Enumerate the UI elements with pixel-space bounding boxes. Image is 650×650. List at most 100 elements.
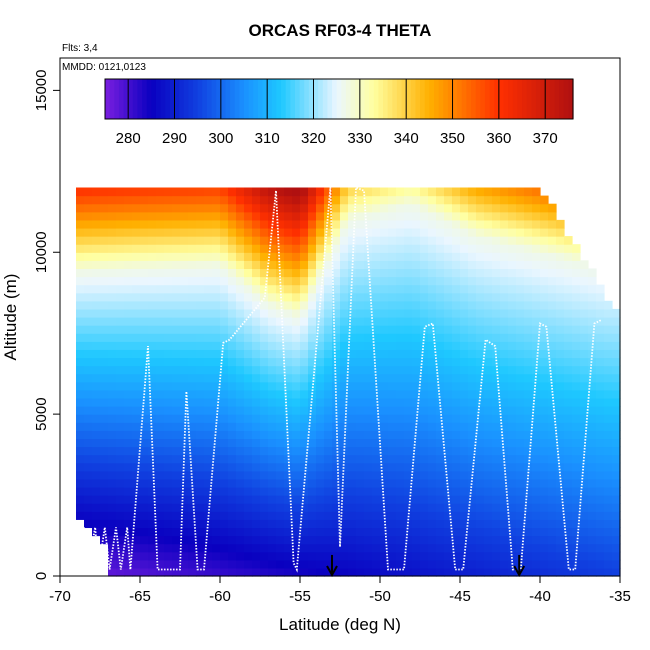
heatmap-cell (244, 341, 253, 350)
heatmap-cell (548, 495, 557, 504)
heatmap-cell (172, 203, 181, 213)
heatmap-cell (156, 308, 165, 318)
heatmap-cell (436, 486, 445, 496)
heatmap-cell (92, 341, 101, 350)
heatmap-cell (300, 397, 309, 407)
heatmap-cell (396, 503, 405, 512)
heatmap-cell (276, 430, 285, 439)
colorbar-swatch (271, 79, 278, 119)
heatmap-cell (220, 503, 229, 512)
heatmap-cell (316, 333, 325, 342)
heatmap-cell (396, 381, 405, 391)
heatmap-cell (116, 292, 125, 302)
heatmap-cell (492, 381, 501, 391)
heatmap-cell (196, 462, 205, 472)
heatmap-cell (300, 187, 309, 197)
heatmap-cell (140, 349, 149, 359)
heatmap-cell (340, 406, 349, 415)
heatmap-cell (604, 430, 613, 439)
heatmap-cell (356, 397, 365, 407)
heatmap-cell (156, 276, 165, 286)
heatmap-cell (100, 252, 109, 261)
heatmap-cell (204, 292, 213, 302)
heatmap-cell (332, 543, 341, 553)
heatmap-cell (364, 519, 373, 529)
heatmap-cell (388, 559, 397, 569)
heatmap-cell (164, 373, 173, 383)
heatmap-cell (388, 187, 397, 197)
heatmap-cell (348, 438, 357, 448)
heatmap-cell (476, 227, 485, 237)
heatmap-cell (596, 503, 605, 512)
heatmap-cell (348, 454, 357, 464)
heatmap-cell (244, 567, 253, 577)
heatmap-cell (316, 365, 325, 375)
colorbar-swatch (146, 79, 152, 119)
heatmap-cell (364, 422, 373, 431)
heatmap-cell (436, 333, 445, 342)
heatmap-cell (572, 559, 581, 569)
heatmap-cell (356, 462, 365, 472)
heatmap-cell (260, 430, 269, 439)
heatmap-cell (212, 527, 221, 537)
heatmap-cell (396, 325, 405, 334)
heatmap-cell (116, 211, 125, 221)
heatmap-cell (484, 268, 493, 278)
heatmap-cell (316, 284, 325, 294)
heatmap-cell (292, 365, 301, 375)
heatmap-cell (420, 292, 429, 302)
heatmap-cell (556, 365, 565, 375)
heatmap-cell (452, 389, 461, 399)
heatmap-cell (412, 430, 421, 439)
heatmap-cell (572, 454, 581, 464)
heatmap-cell (180, 333, 189, 342)
heatmap-cell (460, 414, 469, 423)
colorbar-swatch (554, 79, 560, 119)
heatmap-cell (516, 203, 525, 213)
heatmap-cell (580, 470, 589, 480)
heatmap-cell (300, 406, 309, 415)
heatmap-cell (508, 333, 517, 342)
heatmap-cell (268, 495, 277, 504)
heatmap-cell (236, 325, 245, 334)
heatmap-cell (220, 341, 229, 350)
heatmap-cell (292, 422, 301, 431)
heatmap-cell (212, 227, 221, 237)
heatmap-cell (412, 486, 421, 496)
heatmap-cell (436, 495, 445, 504)
heatmap-cell (452, 365, 461, 375)
heatmap-cell (588, 300, 597, 310)
heatmap-cell (212, 308, 221, 318)
heatmap-cell (452, 519, 461, 529)
heatmap-cell (396, 519, 405, 529)
heatmap-cell (524, 519, 533, 529)
heatmap-cell (212, 333, 221, 342)
x-tick-label: -35 (609, 588, 631, 605)
heatmap-cell (212, 414, 221, 423)
heatmap-cell (204, 397, 213, 407)
heatmap-cell (124, 446, 133, 456)
heatmap-cell (604, 462, 613, 472)
heatmap-cell (492, 284, 501, 294)
heatmap-cell (196, 365, 205, 375)
heatmap-cell (348, 349, 357, 359)
heatmap-cell (340, 244, 349, 253)
heatmap-cell (404, 559, 413, 569)
heatmap-cell (380, 284, 389, 294)
heatmap-cell (284, 244, 293, 253)
heatmap-cell (84, 470, 93, 480)
heatmap-cell (476, 244, 485, 253)
heatmap-cell (180, 389, 189, 399)
heatmap-cell (212, 357, 221, 367)
heatmap-cell (308, 438, 317, 448)
colorbar-swatch (276, 79, 282, 119)
heatmap-cell (188, 567, 197, 577)
heatmap-cell (484, 187, 493, 197)
heatmap-cell (524, 227, 533, 237)
heatmap-cell (212, 503, 221, 512)
heatmap-cell (348, 357, 357, 367)
heatmap-cell (252, 486, 261, 496)
heatmap-cell (124, 381, 133, 391)
heatmap-cell (244, 317, 253, 326)
heatmap-cell (84, 414, 93, 423)
